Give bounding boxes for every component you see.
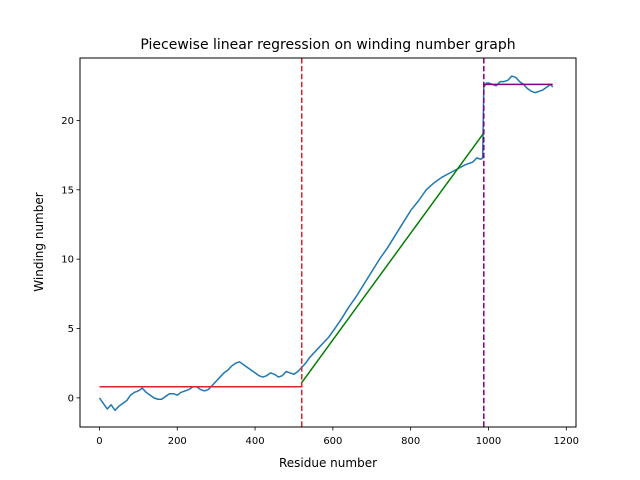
x-tick-label: 1000: [476, 436, 501, 447]
y-axis-label: Winding number: [32, 192, 46, 291]
y-tick-label: 5: [68, 324, 74, 335]
data-series-line: [98, 75, 554, 412]
x-axis-label: Residue number: [279, 456, 377, 470]
y-tick-label: 10: [61, 255, 74, 266]
y-tick-label: 0: [68, 393, 74, 404]
x-tick-label: 400: [246, 436, 265, 447]
x-tick-label: 800: [401, 436, 420, 447]
x-tick-label: 200: [168, 436, 187, 447]
x-tick-label: 0: [96, 436, 102, 447]
y-tick-label: 15: [61, 185, 74, 196]
chart-title: Piecewise linear regression on winding n…: [140, 37, 515, 53]
plot-area: [98, 58, 554, 427]
x-tick-label: 1200: [554, 436, 579, 447]
x-axis: 0 200 400 600 800 1000 1200: [96, 427, 579, 447]
plot-frame: [79, 57, 577, 428]
x-tick-label: 600: [323, 436, 342, 447]
y-axis: 0 5 10 15 20: [61, 116, 80, 404]
y-tick-label: 20: [61, 116, 74, 127]
regression-segment-2: [301, 132, 485, 384]
